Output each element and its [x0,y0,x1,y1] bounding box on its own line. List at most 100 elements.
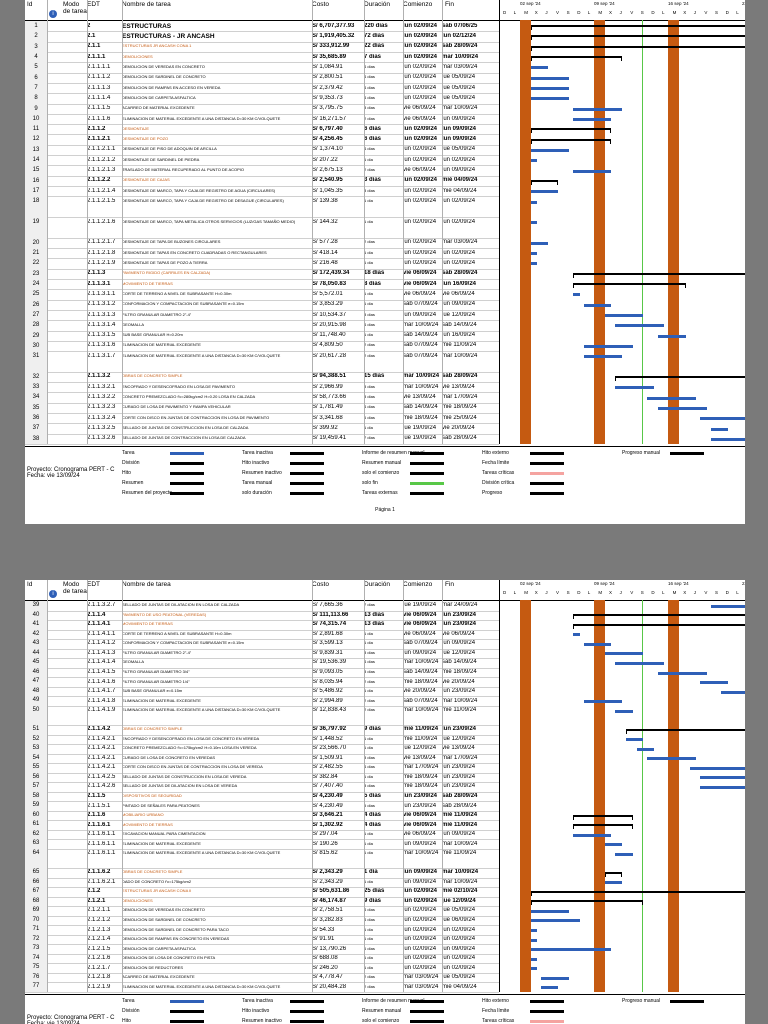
task-bar[interactable] [583,344,633,348]
row-task-name[interactable]: DESMONTAJE DE PISO DE ADOQUIN DE ARCILLA [122,146,217,152]
row-task-name[interactable]: ELIMINACION DE MATERIAL EXCEDENTE A UNA … [122,983,281,989]
table-row[interactable]: 43 2.1.1.4.1.2 CONFORMACION Y COMPACTACION… [25,639,499,650]
table-row[interactable]: 7 2.1.1.1.3 DEMOLICION DE RAMPAS EN ACCESO… [25,82,499,95]
summary-bar[interactable] [604,871,623,877]
summary-bar[interactable] [530,890,745,896]
table-row[interactable]: 41 2.1.1.4.1 MOVIMIENTO DE TIERRAS S/ 74,31… [25,620,499,631]
table-row[interactable]: 27 2.1.1.3.1.3 FILTRO GRANULAR DIAMETRO 2"… [25,309,499,322]
table-row[interactable]: 19 2.1.1.2.1.6 DESMONTAJE DE MARCO, TAPA M… [25,217,499,239]
row-task-name[interactable]: CONCRETO PREMEZCLADO f'c=280kg/cm2 H=0.2… [122,394,256,400]
task-bar[interactable] [604,843,622,847]
summary-bar[interactable] [530,900,644,906]
row-task-name[interactable]: CORTE DE TERRENO A NIVEL DE SUBRASANTE H… [122,630,232,636]
task-bar[interactable] [647,757,697,761]
task-bar[interactable] [530,221,538,225]
row-task-name[interactable]: FILTRO GRANULAR DIAMETRO 2"-4" [122,649,192,655]
row-task-name[interactable]: DEMOLICION DE RAMPAS EN CONCRETO EN VERE… [122,936,230,942]
task-bar[interactable] [541,976,569,980]
table-row[interactable]: 68 2.1.2.1 DEMOLICIONES S/ 46,174.87 9 días l… [25,896,499,908]
row-task-name[interactable]: DEMOLICION DE SARDINEL DE CONCRETO PARA … [122,926,229,932]
col-cost-header[interactable]: Costo [312,581,329,588]
table-row[interactable]: 62 2.1.1.6.1.1 EXCAVACION MANUAL PARA CIME… [25,829,499,841]
summary-bar[interactable] [530,25,745,31]
table-row[interactable]: 51 2.1.1.4.2 OBRAS DE CONCRETO SIMPLE S/ 36… [25,724,499,736]
table-row[interactable]: 26 2.1.1.3.1.2 CONFORMACION Y COMPACTACION… [25,299,499,311]
col-end-header[interactable]: Fin [445,1,455,8]
row-task-name[interactable]: ELIMINACION DE MATERIAL EXCEDENTE [122,840,201,846]
row-task-name[interactable]: CONFORMACION Y COMPACTACION DE SUBRASANT… [122,640,244,646]
col-start-header[interactable]: Comienzo [403,581,433,588]
row-task-name[interactable]: PINTADO DE SEÑALES PARA PEATONES [122,802,200,808]
table-row[interactable]: 57 2.1.1.4.2.6 SELLADO DE JUNTAS DE DILATA… [25,782,499,793]
task-bar[interactable] [530,929,538,932]
task-bar[interactable] [530,76,569,80]
table-row[interactable]: 73 2.1.2.1.5 DEMOLICION DE CARPETA ASFALTI… [25,944,499,955]
row-task-name[interactable]: DEMOLICION DE VEREDAS EN CONCRETO [122,907,205,913]
table-row[interactable]: 22 2.1.1.2.1.9 DESMONTAJE DE TAPAS DE POZO… [25,258,499,270]
task-bar[interactable] [604,652,644,656]
task-bar[interactable] [530,938,538,942]
task-bar[interactable] [657,334,686,338]
table-row[interactable]: 16 2.1.1.2.2 DESMONTAJE DE CAJAS S/ 2,540.9… [25,175,499,188]
row-task-name[interactable]: DEMOLICION DE LOSA DE CONCRETO EN PISTA [122,955,216,961]
summary-bar[interactable] [615,375,745,381]
task-bar[interactable] [530,262,538,266]
table-row[interactable]: 29 2.1.1.3.1.5 SUB BASE GRANULAR H=0.20m S/… [25,330,499,342]
row-task-name[interactable]: DEMOLICION DE CARPETA ASFALTICA [122,94,196,100]
row-task-name[interactable]: ACARREO DE MATERIAL EXCEDENTE [122,974,195,980]
table-row[interactable]: 66 2.1.1.6.2.1 DADO DE CONCRETO f'c=175kg/… [25,877,499,889]
task-bar[interactable] [583,303,612,307]
task-bar[interactable] [604,881,622,885]
row-task-name[interactable]: ESTRUCTURAS - JR ANCASH [122,32,215,40]
row-task-name[interactable]: ENCOFRADO Y DESENCOFRADO EN LOSA DE CONC… [122,735,260,741]
summary-bar[interactable] [530,128,612,134]
table-row[interactable]: 24 2.1.1.3.1 MOVIMIENTO DE TIERRAS S/ 78,05… [25,278,499,291]
summary-bar[interactable] [530,179,559,185]
task-bar[interactable] [573,107,622,111]
task-bar[interactable] [583,642,612,646]
task-bar[interactable] [615,852,633,856]
row-task-name[interactable]: DEMOLICIONES [122,53,153,59]
row-task-name[interactable]: PAVIMENTO DE USO PEATONAL (VEREDAS) [122,611,207,617]
task-bar[interactable] [573,169,612,173]
row-task-name[interactable]: DESMONTAJE DE MARCO, TAPA Y CAJA DE REGI… [122,198,284,204]
task-bar[interactable] [615,386,654,390]
table-row[interactable]: 44 2.1.1.4.1.3 FILTRO GRANULAR DIAMETRO 2"… [25,648,499,660]
row-task-name[interactable]: ELIMINACION DE MATERIAL EXCEDENTE A UNA … [122,850,281,856]
col-id-header[interactable]: Id [27,1,33,8]
row-task-name[interactable]: DEMOLICION DE SARDINEL DE CONCRETO [122,916,206,922]
row-task-name[interactable]: FILTRO GRANULAR DIAMETRO 1/4" [122,678,190,684]
col-duration-header[interactable]: Duración [364,581,391,588]
row-task-name[interactable]: SELLADO DE JUNTAS DE CONTRACCION EN LOSA… [122,435,246,441]
col-name-header[interactable]: Nombre de tarea [122,1,171,8]
task-bar[interactable] [689,766,745,770]
table-row[interactable]: 31 2.1.1.3.1.7 ELIMINACION DE MATERIAL EXC… [25,351,499,373]
row-task-name[interactable]: DEMOLICIONES [122,897,153,903]
task-bar[interactable] [530,87,569,91]
task-bar[interactable] [700,776,745,780]
table-row[interactable]: 3 2.1.1 ESTRUCTURAS JR ANCASH CONA 1 S/ 333… [25,41,499,53]
task-bar[interactable] [573,633,580,637]
task-bar[interactable] [615,709,633,713]
row-task-name[interactable]: DEMOLICION DE RAMPAS EN ACCESO EN VEREDA [122,84,221,90]
task-bar[interactable] [583,700,622,704]
row-task-name[interactable]: CURADO DE LOSA DE PAVIMENTO Y RAMPA VEHI… [122,404,231,410]
table-row[interactable]: 12 2.1.1.2.1 DESMONTAJE DE POZO S/ 4,256.45… [25,134,499,146]
row-task-name[interactable]: DESMONTAJE DE TAPA DE BUZONES CIRCULARES [122,239,221,245]
task-bar[interactable] [541,986,559,990]
row-task-name[interactable]: CORTE DE TERRENO A NIVEL DE SUBRASANTE H… [122,290,232,296]
task-bar[interactable] [647,396,697,400]
row-task-name[interactable]: GEOMALLA [122,321,145,327]
row-task-name[interactable]: CORTE CON DISCO EN JUNTAS DE CONTRACCION… [122,414,270,420]
row-task-name[interactable]: DADO DE CONCRETO f'c=175kg/cm2 [122,878,192,884]
table-row[interactable]: 32 2.1.1.3.2 OBRAS DE CONCRETO SIMPLE S/ 94… [25,371,499,384]
row-task-name[interactable]: OBRAS DE CONCRETO SIMPLE [122,373,183,379]
task-bar[interactable] [583,355,622,359]
row-task-name[interactable]: TRASLADO DE MATERIAL RECUPERADO AL PUNTO… [122,167,245,173]
table-row[interactable]: 14 2.1.1.2.1.2 DESMONTAJE DE SARDINEL DE P… [25,155,499,167]
row-task-name[interactable]: DESMONTAJE DE MARCO, TAPA Y CAJA DE REGI… [122,187,276,193]
task-bar[interactable] [626,738,644,742]
row-task-name[interactable]: DEMOLICION DE VEREDAS EN CONCRETO [122,63,205,69]
row-task-name[interactable]: OBRAS DE CONCRETO SIMPLE [122,869,183,875]
table-row[interactable]: 75 2.1.2.1.7 DEMOLICION DE REDUCTORES S/ 24… [25,963,499,974]
